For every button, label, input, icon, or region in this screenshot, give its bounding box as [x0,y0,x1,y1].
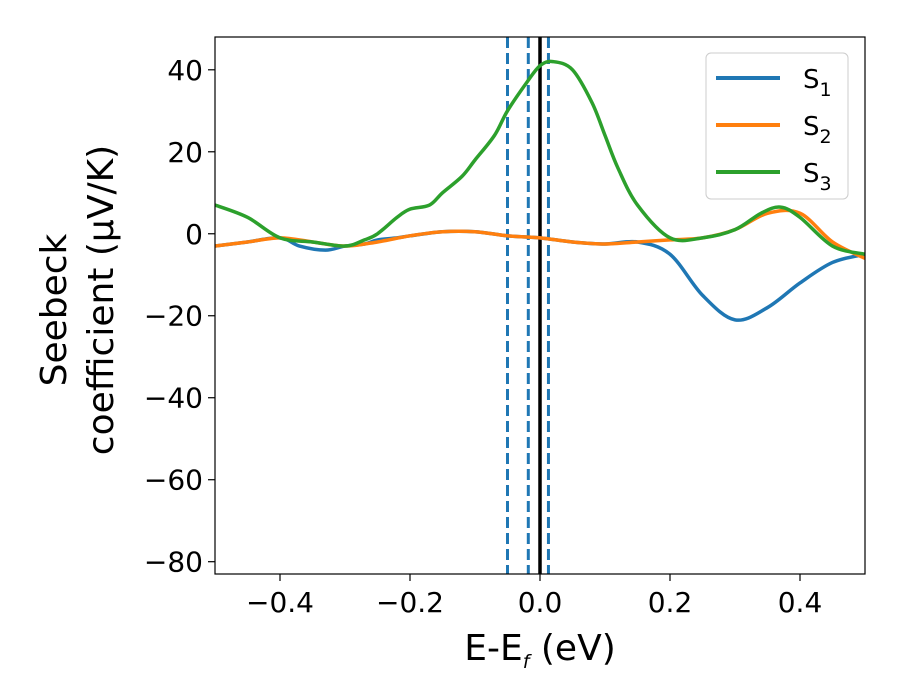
x-axis-ticks: −0.4 −0.2 0.0 0.2 0.4 [246,574,822,619]
x-tick-label: 0.0 [518,586,563,619]
legend-label-s1: S1 [803,65,832,101]
x-tick-label: 0.2 [648,586,693,619]
y-axis-ticks: 40 20 0 −20 −40 −60 −80 [144,54,215,579]
y-axis-title-line1: Seebeck [34,233,75,386]
y-axis-title-line2: coefficient (μV/K) [81,145,122,455]
legend-label-s2: S2 [803,112,832,148]
series-line-s3 [215,59,865,257]
x-axis-title-main: E-E [464,628,522,669]
x-axis-title: E-Ef (eV) [464,628,616,673]
legend: S1 S2 S3 [705,52,849,200]
x-axis-title-unit: (eV) [529,628,615,669]
x-axis-title-sub: f [523,651,533,673]
legend-label-s3: S3 [803,159,832,195]
x-tick-label: 0.4 [778,586,823,619]
reference-lines [506,37,550,574]
y-tick-label: −40 [144,382,203,415]
series-lines [215,59,865,322]
y-tick-label: −80 [144,546,203,579]
y-tick-label: 40 [167,54,203,87]
x-tick-label: −0.2 [376,586,444,619]
x-tick-label: −0.4 [246,586,314,619]
y-tick-label: 20 [167,136,203,169]
y-tick-label: 0 [185,218,203,251]
y-tick-label: −20 [144,300,203,333]
y-tick-label: −60 [144,464,203,497]
